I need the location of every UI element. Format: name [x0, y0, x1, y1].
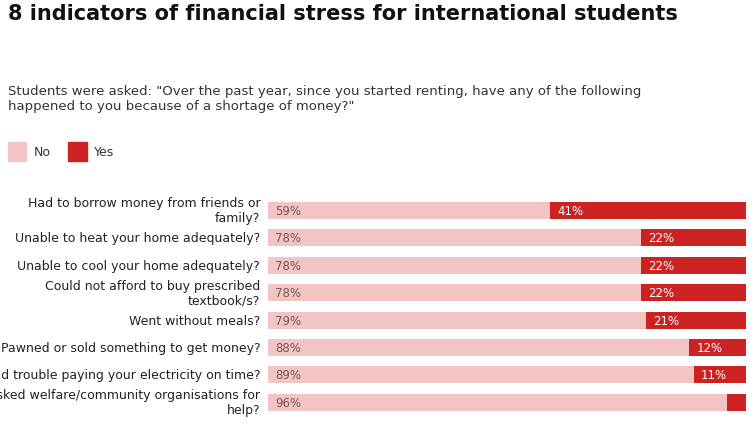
Bar: [268, 339, 689, 356]
Text: 22%: 22%: [648, 287, 674, 299]
Text: 79%: 79%: [275, 314, 301, 327]
Text: Unable to heat your home adequately?: Unable to heat your home adequately?: [15, 232, 260, 245]
Text: 89%: 89%: [275, 368, 301, 382]
Bar: [641, 285, 746, 302]
Bar: [641, 230, 746, 247]
Text: 22%: 22%: [648, 232, 674, 245]
Bar: [268, 202, 550, 219]
Bar: [268, 230, 641, 247]
Bar: [689, 339, 746, 356]
Text: 78%: 78%: [275, 232, 301, 245]
Text: Could not afford to buy prescribed
textbook/s?: Could not afford to buy prescribed textb…: [45, 279, 260, 307]
Text: Pawned or sold something to get money?: Pawned or sold something to get money?: [1, 341, 260, 354]
Text: Had trouble paying your electricity on time?: Had trouble paying your electricity on t…: [0, 368, 260, 382]
Text: 78%: 78%: [275, 287, 301, 299]
Bar: [550, 202, 746, 219]
Bar: [268, 257, 641, 274]
Text: Went without meals?: Went without meals?: [129, 314, 260, 327]
Text: Unable to cool your home adequately?: Unable to cool your home adequately?: [17, 259, 260, 272]
Text: 12%: 12%: [696, 341, 722, 354]
Text: Students were asked: "Over the past year, since you started renting, have any of: Students were asked: "Over the past year…: [8, 85, 641, 113]
Bar: [268, 394, 728, 411]
Text: No: No: [34, 146, 51, 159]
Text: 11%: 11%: [701, 368, 727, 382]
Text: 41%: 41%: [557, 204, 584, 218]
Text: 59%: 59%: [275, 204, 301, 218]
Text: Had to borrow money from friends or
family?: Had to borrow money from friends or fami…: [27, 197, 260, 225]
Bar: [268, 312, 646, 329]
Bar: [646, 312, 746, 329]
Text: Asked welfare/community organisations for
help?: Asked welfare/community organisations fo…: [0, 389, 260, 416]
Bar: [268, 367, 694, 383]
Bar: [694, 367, 746, 383]
Text: 78%: 78%: [275, 259, 301, 272]
Text: 88%: 88%: [275, 341, 301, 354]
Text: 8 indicators of financial stress for international students: 8 indicators of financial stress for int…: [8, 4, 677, 24]
Text: 21%: 21%: [653, 314, 679, 327]
Text: 22%: 22%: [648, 259, 674, 272]
Bar: [728, 394, 746, 411]
Bar: [641, 257, 746, 274]
Text: 96%: 96%: [275, 396, 301, 409]
Bar: [268, 285, 641, 302]
Text: Yes: Yes: [94, 146, 115, 159]
